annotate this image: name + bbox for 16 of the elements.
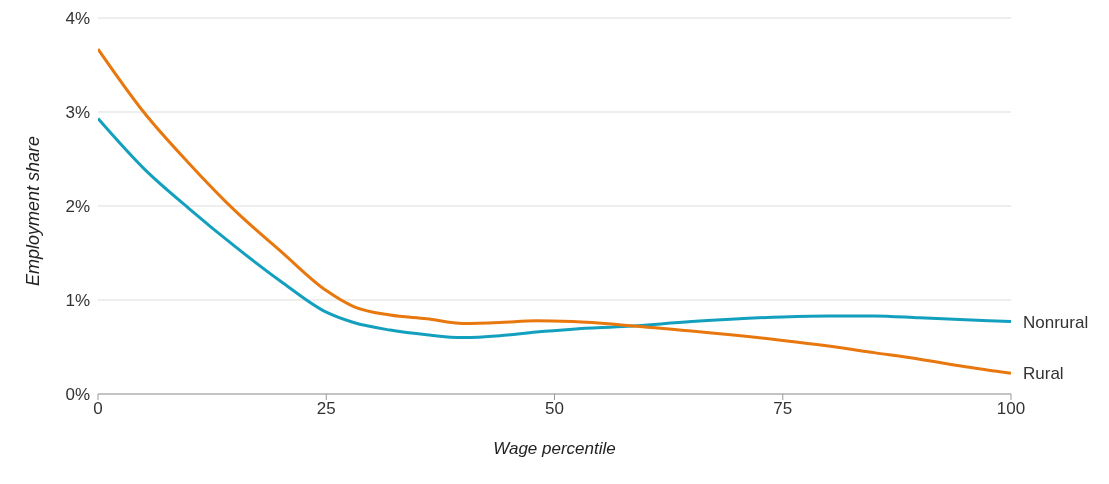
x-axis-title: Wage percentile <box>493 439 616 458</box>
y-tick-label: 4% <box>65 9 90 29</box>
x-tick-label: 25 <box>316 399 336 419</box>
line-series <box>98 117 1011 340</box>
series-label: Nonrural <box>1023 312 1089 332</box>
series-label: Rural <box>1023 364 1064 384</box>
line-series <box>98 47 1011 375</box>
y-axis-title: Employment share <box>23 135 44 286</box>
x-tick-label: 100 <box>996 399 1026 419</box>
x-tick-label: 75 <box>773 399 793 419</box>
y-tick-label: 3% <box>65 103 90 123</box>
x-tick-label: 0 <box>93 399 103 419</box>
y-tick-label: 0% <box>65 385 90 405</box>
y-tick-label: 2% <box>65 197 90 217</box>
x-tick-label: 50 <box>545 399 564 419</box>
y-tick-label: 1% <box>65 291 90 311</box>
